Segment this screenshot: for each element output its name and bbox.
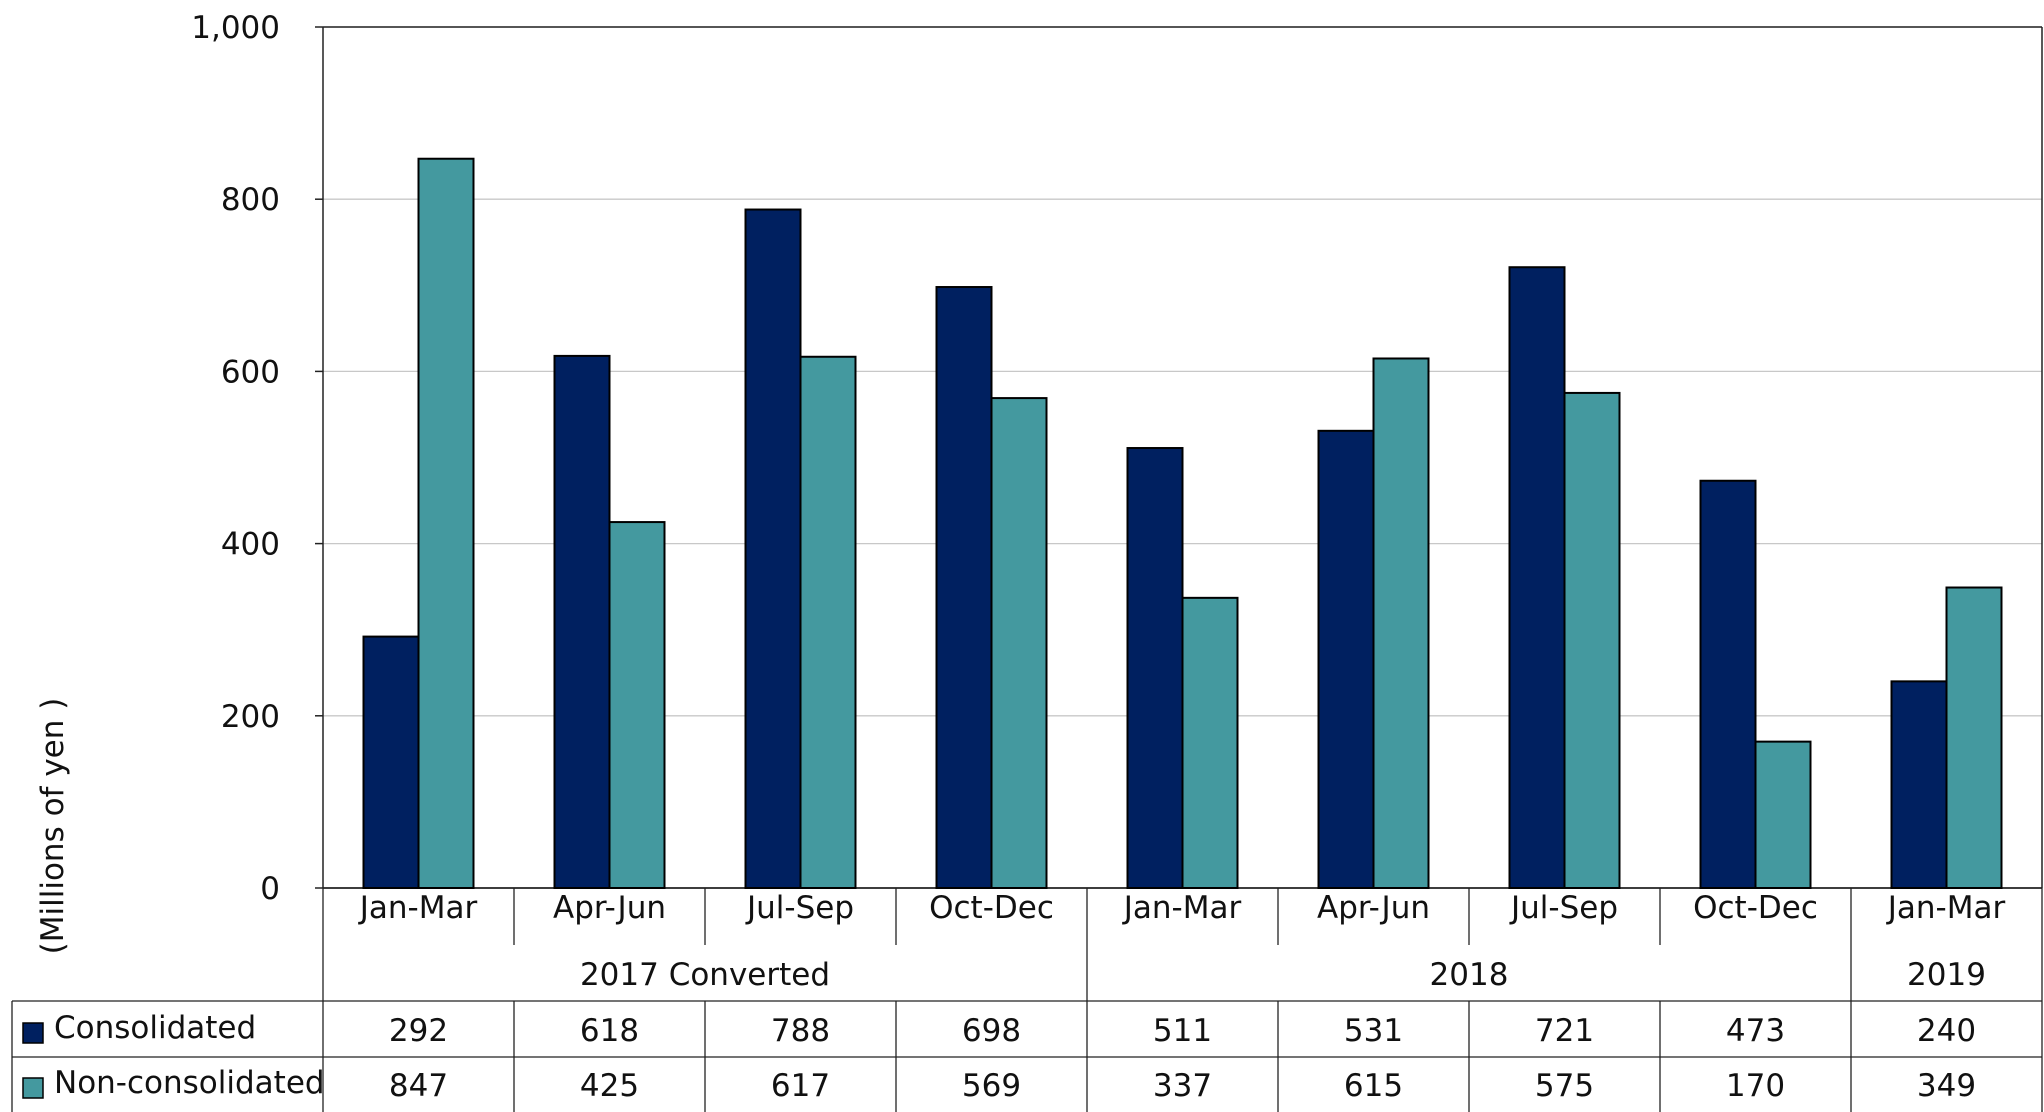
data-label-consolidated: 698 xyxy=(962,1013,1021,1049)
y-tick-label: 600 xyxy=(221,354,280,390)
bar-non-consolidated xyxy=(1945,586,2003,889)
bar-consolidated xyxy=(935,286,993,890)
bar-non-consolidated xyxy=(1181,596,1239,890)
bar-consolidated xyxy=(362,635,420,890)
y-tick-label: 200 xyxy=(221,699,280,735)
bar-consolidated xyxy=(553,354,611,890)
bar-non-consolidated xyxy=(608,521,666,889)
bar-consolidated xyxy=(1508,266,1566,889)
bar-non-consolidated xyxy=(1563,391,1621,889)
y-tick-label: 1,000 xyxy=(191,10,280,46)
group-label: 2019 xyxy=(1907,957,1986,993)
y-axis: 0 200 400 600 800 1,000 xyxy=(191,10,2043,907)
data-label-consolidated: 788 xyxy=(771,1013,830,1049)
bar-non-consolidated xyxy=(1754,740,1812,889)
data-label-consolidated: 511 xyxy=(1153,1013,1212,1049)
legend-swatch-consolidated xyxy=(22,1022,44,1044)
data-label-non-consolidated: 337 xyxy=(1153,1068,1212,1104)
data-label-consolidated: 618 xyxy=(580,1013,639,1049)
legend-label-consolidated: Consolidated xyxy=(54,1010,256,1046)
bar-consolidated xyxy=(1317,429,1375,889)
legend-label-non-consolidated: Non-consolidated xyxy=(54,1065,325,1101)
data-label-non-consolidated: 349 xyxy=(1917,1068,1976,1104)
data-label-consolidated: 292 xyxy=(389,1013,448,1049)
data-label-consolidated: 473 xyxy=(1726,1013,1785,1049)
data-label-consolidated: 240 xyxy=(1917,1013,1976,1049)
bar-consolidated xyxy=(744,208,802,890)
data-label-non-consolidated: 569 xyxy=(962,1068,1021,1104)
bar-non-consolidated xyxy=(1372,357,1430,889)
data-label-non-consolidated: 425 xyxy=(580,1068,639,1104)
category-label: Oct-Dec xyxy=(1693,890,1818,926)
data-label-consolidated: 721 xyxy=(1535,1013,1594,1049)
bar-consolidated xyxy=(1890,680,1948,889)
y-tick-label: 0 xyxy=(260,871,280,907)
data-label-consolidated: 531 xyxy=(1344,1013,1403,1049)
category-label: Jul-Sep xyxy=(745,890,854,926)
y-tick-label: 800 xyxy=(221,182,280,218)
bar-non-consolidated xyxy=(799,355,857,889)
bar-non-consolidated xyxy=(417,157,475,890)
data-label-non-consolidated: 170 xyxy=(1726,1068,1785,1104)
data-table: 2017 Converted 2018 2019 Jan-Mar Apr-Jun Jul-… xyxy=(11,888,2043,1112)
data-label-non-consolidated: 847 xyxy=(389,1068,448,1104)
y-tick-label: 400 xyxy=(221,527,280,563)
category-label: Jan-Mar xyxy=(1886,890,2006,926)
category-label: Apr-Jun xyxy=(553,890,666,926)
bar-non-consolidated xyxy=(990,397,1048,889)
group-label: 2017 Converted xyxy=(580,957,830,993)
data-label-non-consolidated: 617 xyxy=(771,1068,830,1104)
category-label: Jan-Mar xyxy=(358,890,478,926)
legend-swatch-non-consolidated xyxy=(22,1077,44,1099)
category-label: Jul-Sep xyxy=(1509,890,1618,926)
y-axis-title: (Millions of yen ) xyxy=(35,698,71,955)
data-label-non-consolidated: 575 xyxy=(1535,1068,1594,1104)
bar-consolidated xyxy=(1126,447,1184,889)
bars xyxy=(362,157,2003,890)
category-label: Apr-Jun xyxy=(1317,890,1430,926)
data-label-non-consolidated: 615 xyxy=(1344,1068,1403,1104)
group-label: 2018 xyxy=(1430,957,1509,993)
bar-consolidated xyxy=(1699,479,1757,889)
category-label: Oct-Dec xyxy=(929,890,1054,926)
category-label: Jan-Mar xyxy=(1122,890,1242,926)
